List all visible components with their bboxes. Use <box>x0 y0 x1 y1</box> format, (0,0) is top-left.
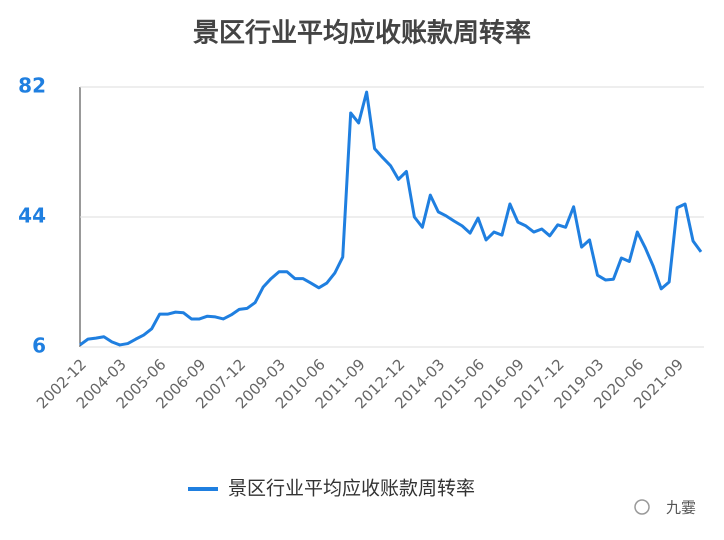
chart-title: 景区行业平均应收账款周转率 <box>193 18 531 49</box>
line <box>79 90 703 347</box>
y-tick-label: 82 <box>18 74 46 98</box>
watermark-text: 九霎 <box>666 499 696 517</box>
watermark-icon <box>634 499 650 515</box>
y-tick-label: 6 <box>32 334 46 358</box>
y-tick-label: 44 <box>18 204 46 228</box>
legend-label: 景区行业平均应收账款周转率 <box>228 478 475 500</box>
watermark: 九霎 <box>634 499 696 517</box>
